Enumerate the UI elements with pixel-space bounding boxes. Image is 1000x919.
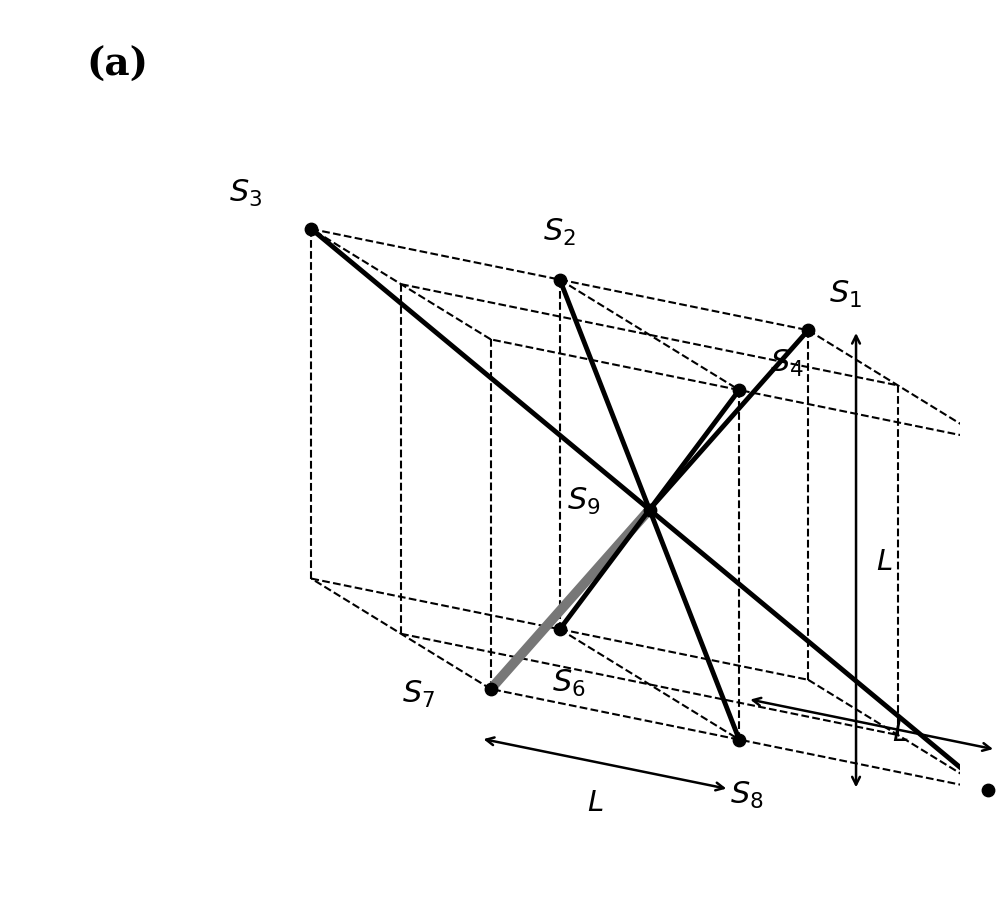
Point: [642, 503, 658, 517]
Text: $S_{2}$: $S_{2}$: [543, 217, 576, 248]
Text: $S_{6}$: $S_{6}$: [552, 667, 586, 698]
Text: $S_{1}$: $S_{1}$: [829, 278, 861, 310]
Text: $S_{3}$: $S_{3}$: [229, 177, 262, 209]
Text: $S_{7}$: $S_{7}$: [402, 678, 436, 709]
Text: $L$: $L$: [876, 546, 893, 575]
Point: [731, 383, 747, 398]
Text: $S_{8}$: $S_{8}$: [730, 779, 763, 811]
Point: [800, 323, 816, 338]
Point: [552, 622, 568, 637]
Text: $L$: $L$: [892, 718, 908, 746]
Point: [980, 783, 996, 798]
Text: $S_{4}$: $S_{4}$: [770, 347, 804, 379]
Point: [552, 273, 568, 288]
Text: (a): (a): [86, 46, 148, 84]
Text: $S_{9}$: $S_{9}$: [567, 485, 600, 516]
Point: [483, 682, 499, 697]
Point: [303, 222, 319, 237]
Text: $L$: $L$: [587, 787, 604, 816]
Point: [731, 732, 747, 747]
